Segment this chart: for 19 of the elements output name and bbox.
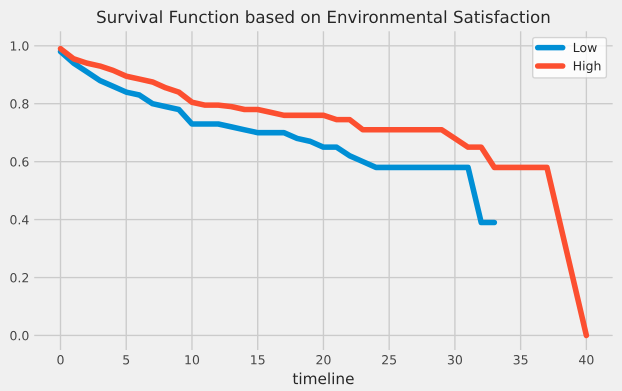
x-tick-label: 20	[316, 355, 331, 364]
y-tick-label: 0.2	[10, 272, 28, 282]
x-tick-label: 35	[514, 355, 528, 364]
x-tick-label: 40	[579, 355, 594, 364]
x-tick-label: 15	[251, 355, 265, 364]
y-tick-label: 0.6	[10, 157, 29, 167]
y-tick-label: 0.4	[10, 215, 29, 225]
x-tick-label: 10	[185, 355, 200, 364]
y-tick-label: 0.8	[10, 99, 28, 109]
y-tick-label: 1.0	[10, 41, 29, 51]
legend-label: Low	[574, 42, 597, 52]
y-tick-label: 0.0	[10, 330, 29, 340]
x-tick-label: 5	[123, 355, 130, 364]
x-tick-label: 0	[57, 355, 64, 364]
legend-label: High	[574, 60, 600, 73]
chart-title: Survival Function based on Environmental Satisfaction	[97, 10, 550, 24]
x-tick-label: 25	[382, 355, 396, 364]
x-tick-label: 30	[448, 355, 462, 364]
x-axis-title: timeline	[292, 372, 354, 384]
